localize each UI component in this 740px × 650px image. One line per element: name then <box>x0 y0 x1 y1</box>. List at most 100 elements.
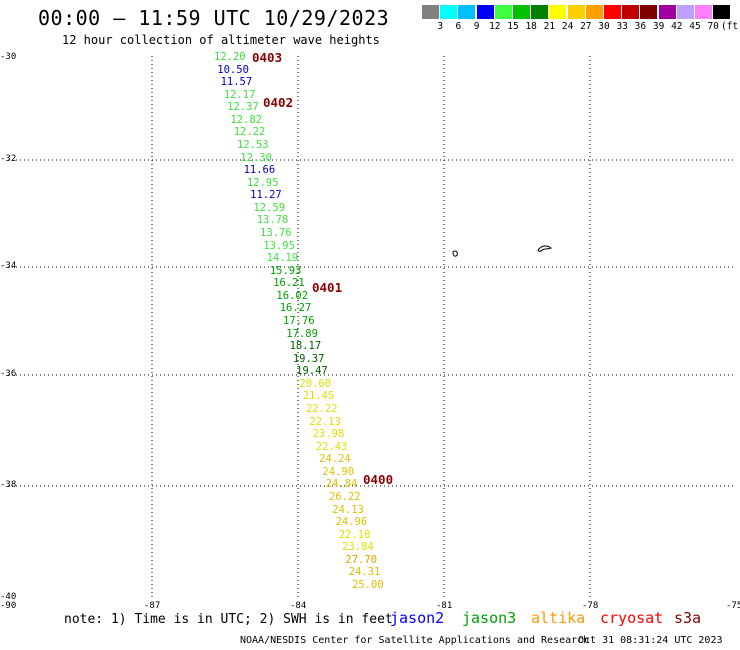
longitude-label: -78 <box>582 601 599 611</box>
legend-unit: (ft) <box>720 21 740 32</box>
wave-height-value: 12.20 <box>214 51 246 63</box>
chart-title: 00:00 – 11:59 UTC 10/29/2023 <box>38 6 390 30</box>
legend-label: 24 <box>561 21 574 32</box>
wave-height-value: 22.10 <box>338 528 371 541</box>
legend-swatch <box>549 5 567 19</box>
wave-height-value: 21.45 <box>302 390 335 403</box>
latitude-label: -40 <box>0 592 17 602</box>
wave-height-value: 24.31 <box>348 566 381 579</box>
legend-label: 9 <box>473 21 480 32</box>
latitude-label: -30 <box>0 52 17 62</box>
legend-label: 18 <box>525 21 537 32</box>
wave-height-value: 23.98 <box>312 428 345 441</box>
wave-height-value: 12.82 <box>230 113 263 126</box>
wave-height-value: 12.17 <box>223 88 256 101</box>
pass-label: 0403 <box>252 50 283 65</box>
satellite-legend-item: cryosat <box>600 609 664 627</box>
legend-label: 70 <box>707 21 719 32</box>
pass-label: 0401 <box>312 280 343 295</box>
wave-height-value: 20.60 <box>299 377 332 390</box>
wave-height-value: 14.19 <box>266 252 299 265</box>
wave-height-value: 12.59 <box>253 201 286 214</box>
legend-swatch <box>713 5 731 19</box>
pass-label: 0400 <box>363 472 394 487</box>
wave-height-value: 16.27 <box>279 302 312 315</box>
wave-height-value: 11.66 <box>243 164 276 177</box>
note-text: note: 1) Time is in UTC; 2) SWH is in fe… <box>64 612 393 627</box>
legend-label: 3 <box>437 21 444 32</box>
legend-label: 42 <box>671 21 683 32</box>
wave-height-value: 12.30 <box>240 151 272 164</box>
wave-height-value: 25.00 <box>352 579 384 591</box>
legend-swatch <box>585 5 603 19</box>
timestamp-text: Oct 31 08:31:24 UTC 2023 <box>578 635 723 646</box>
legend-swatch <box>640 5 658 19</box>
legend-swatch <box>567 5 585 19</box>
legend-swatch <box>658 5 676 19</box>
satellite-legend-item: altika <box>531 609 586 627</box>
wave-height-value: 24.84 <box>325 478 358 491</box>
wave-height-value: 12.53 <box>237 139 269 151</box>
legend-swatch <box>422 5 439 19</box>
wave-height-value: 12.95 <box>246 176 279 189</box>
wave-height-value: 13.95 <box>263 239 295 252</box>
legend-swatch <box>622 5 640 19</box>
wave-height-value: 23.84 <box>342 541 374 554</box>
legend-swatch <box>676 5 694 19</box>
longitude-label: -75 <box>726 601 740 611</box>
legend-swatch <box>494 5 512 19</box>
wave-height-value: 13.78 <box>256 214 289 227</box>
wave-height-value: 10.50 <box>217 63 249 76</box>
wave-height-value: 17.76 <box>283 315 315 327</box>
wave-height-value: 13.76 <box>260 227 292 239</box>
wave-height-value: 18.17 <box>289 340 322 353</box>
legend-label: 39 <box>652 21 665 32</box>
latitude-label: -38 <box>0 480 17 490</box>
wave-height-value: 22.13 <box>309 415 341 428</box>
latitude-label: -36 <box>0 369 17 379</box>
wave-height-value: 24.24 <box>319 453 351 466</box>
latitude-label: -34 <box>0 261 17 271</box>
legend-swatch <box>458 5 476 19</box>
wave-height-value: 24.13 <box>332 503 364 516</box>
legend-label: 6 <box>455 21 462 32</box>
legend-swatch <box>695 5 712 19</box>
legend-swatch <box>531 5 549 19</box>
wave-height-value: 19.37 <box>292 352 325 365</box>
island-outline <box>452 250 458 257</box>
wave-height-value: 11.57 <box>220 76 253 89</box>
island-outline <box>537 245 552 252</box>
wave-height-value: 11.27 <box>250 189 282 202</box>
credit-text: NOAA/NESDIS Center for Satellite Applica… <box>240 635 590 646</box>
wave-height-value: 24.96 <box>335 516 368 529</box>
legend-label: 36 <box>634 21 647 32</box>
wave-height-value: 19.47 <box>296 365 328 378</box>
latitude-label: -32 <box>0 154 17 164</box>
longitude-label: -90 <box>0 601 17 611</box>
wave-height-value: 16.02 <box>276 289 309 302</box>
longitude-label: -81 <box>436 601 453 611</box>
longitude-label: -87 <box>144 601 161 611</box>
legend-label: 27 <box>580 21 592 32</box>
satellite-legend-item: jason3 <box>462 609 517 627</box>
chart-subtitle: 12 hour collection of altimeter wave hei… <box>62 33 380 47</box>
wave-height-value: 22.22 <box>306 403 338 415</box>
wave-height-value: 17.89 <box>286 327 318 340</box>
legend-label: 30 <box>598 21 610 32</box>
wave-height-value: 16.21 <box>273 277 305 290</box>
wave-height-value: 12.22 <box>233 126 266 139</box>
satellite-legend-item: s3a <box>674 609 702 627</box>
wave-height-value: 26.22 <box>329 491 361 503</box>
wave-height-value: 12.37 <box>227 101 259 114</box>
legend-swatch <box>513 5 530 19</box>
wave-height-value: 15.93 <box>269 264 302 277</box>
legend-label: 21 <box>543 21 556 32</box>
wave-height-value: 24.90 <box>322 465 355 478</box>
wave-height-value: 22.43 <box>315 440 348 453</box>
legend-swatch <box>476 5 494 19</box>
legend-swatch <box>604 5 621 19</box>
satellite-legend-item: jason2 <box>390 609 445 627</box>
legend-label: 33 <box>616 21 628 32</box>
legend-swatch <box>440 5 458 19</box>
